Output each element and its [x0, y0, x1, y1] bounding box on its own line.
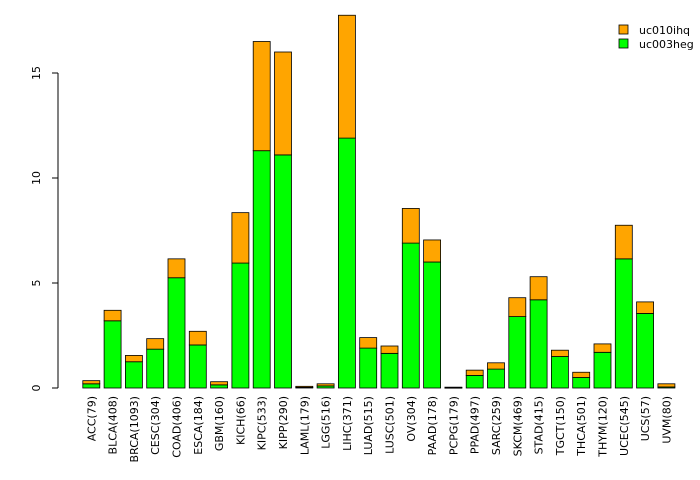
- x-tick-label: SARC(259): [490, 396, 503, 455]
- bar-uc010ihq: [359, 337, 378, 349]
- bar-uc010ihq: [82, 380, 101, 385]
- bar-uc010ihq: [188, 330, 207, 346]
- x-tick-label: UCS(57): [639, 396, 652, 441]
- x-tick-label: UCEC(545): [618, 396, 631, 456]
- bar-uc003heg: [636, 313, 654, 389]
- bar-uc003heg: [188, 344, 207, 389]
- bar-uc010ihq: [274, 51, 292, 156]
- bar-uc010ihq: [316, 383, 335, 387]
- legend-swatch: [618, 24, 629, 35]
- legend-label: uc010ihq: [639, 24, 690, 37]
- legend-swatch: [618, 38, 629, 49]
- bar-uc010ihq: [636, 301, 654, 314]
- x-tick-label: PAAD(178): [426, 396, 439, 455]
- x-tick-label: STAD(415): [533, 396, 546, 454]
- bar-uc003heg: [572, 377, 591, 389]
- bars-group: [82, 14, 676, 389]
- bar-uc010ihq: [465, 369, 484, 376]
- bar-uc003heg: [359, 347, 378, 389]
- bar-uc010ihq: [529, 276, 548, 301]
- x-tick-label: LUAD(515): [362, 396, 375, 455]
- x-tick-label: BRCA(1093): [128, 396, 141, 462]
- bar-uc003heg: [231, 262, 250, 389]
- bar-uc010ihq: [572, 371, 591, 378]
- x-tick-label: COAD(406): [171, 396, 184, 458]
- x-tick-label: KIPP(290): [277, 396, 290, 449]
- bar-uc010ihq: [487, 362, 505, 370]
- bar-uc003heg: [401, 242, 420, 389]
- bar-uc003heg: [423, 261, 442, 389]
- bar-uc010ihq: [125, 355, 143, 363]
- bar-uc003heg: [337, 137, 356, 389]
- bar-uc010ihq: [551, 349, 569, 357]
- bar-uc003heg: [82, 383, 101, 389]
- bar-uc003heg: [274, 154, 292, 389]
- x-tick-label: UVM(80): [660, 396, 673, 444]
- y-tick-label: 5: [30, 280, 43, 287]
- bar-uc003heg: [614, 258, 633, 389]
- x-tick-label: LUSC(501): [384, 396, 397, 454]
- x-tick-label: OV(304): [405, 396, 418, 442]
- bar-uc003heg: [125, 361, 143, 389]
- x-axis: ACC(79) BLCA(408) BRCA(1093) CESC(304) COAD(…: [85, 396, 673, 462]
- bar-uc010ihq: [401, 208, 420, 244]
- bar-uc010ihq: [593, 343, 612, 353]
- bar-uc010ihq: [210, 381, 229, 386]
- bar-uc010ihq: [657, 383, 676, 388]
- y-tick-label: 15: [30, 66, 43, 80]
- bar-uc003heg: [380, 352, 399, 389]
- x-tick-label: LAML(179): [298, 396, 311, 455]
- bar-uc010ihq: [252, 41, 271, 152]
- bar-uc003heg: [252, 150, 271, 389]
- x-tick-label: CESC(304): [149, 396, 162, 455]
- legend-label: uc003heg: [639, 38, 694, 51]
- x-tick-label: KIPC(533): [256, 396, 269, 450]
- bar-uc010ihq: [103, 309, 122, 322]
- x-tick-label: ESCA(184): [192, 396, 205, 455]
- x-tick-label: GBM(160): [213, 396, 226, 451]
- bar-uc003heg: [167, 277, 186, 389]
- bar-uc003heg: [146, 348, 165, 389]
- x-tick-label: KICH(66): [234, 396, 247, 445]
- x-tick-label: BLCA(408): [107, 396, 120, 454]
- x-tick-label: LGG(516): [320, 396, 333, 449]
- bar-uc003heg: [487, 368, 505, 389]
- bar-uc003heg: [593, 351, 612, 389]
- x-tick-label: TGCT(150): [554, 396, 567, 456]
- y-tick-label: 10: [30, 171, 43, 185]
- bar-uc010ihq: [167, 258, 186, 279]
- bar-uc003heg: [551, 356, 569, 389]
- bar-uc010ihq: [614, 224, 633, 260]
- bar-uc010ihq: [444, 386, 463, 389]
- bar-uc010ihq: [231, 212, 250, 264]
- x-tick-label: THCA(501): [575, 396, 588, 457]
- bar-uc010ihq: [337, 14, 356, 139]
- bar-uc010ihq: [508, 297, 527, 318]
- bar-uc003heg: [103, 320, 122, 389]
- x-tick-label: ACC(79): [85, 396, 98, 441]
- bar-uc003heg: [210, 384, 229, 389]
- y-axis: 0 5 10 15: [30, 66, 59, 392]
- bar-uc003heg: [465, 374, 484, 389]
- bar-uc003heg: [508, 316, 527, 389]
- bar-uc003heg: [529, 299, 548, 389]
- bar-uc010ihq: [295, 385, 314, 388]
- bar-uc010ihq: [146, 338, 165, 350]
- x-tick-label: SKCM(469): [511, 396, 524, 456]
- x-tick-label: THYM(120): [597, 396, 610, 458]
- y-tick-label: 0: [30, 385, 43, 392]
- x-tick-label: LIHC(371): [341, 396, 354, 451]
- bar-uc010ihq: [380, 345, 399, 354]
- x-tick-label: PPAD(497): [469, 396, 482, 454]
- x-tick-label: PCPG(179): [447, 396, 460, 455]
- bar-uc010ihq: [423, 239, 442, 263]
